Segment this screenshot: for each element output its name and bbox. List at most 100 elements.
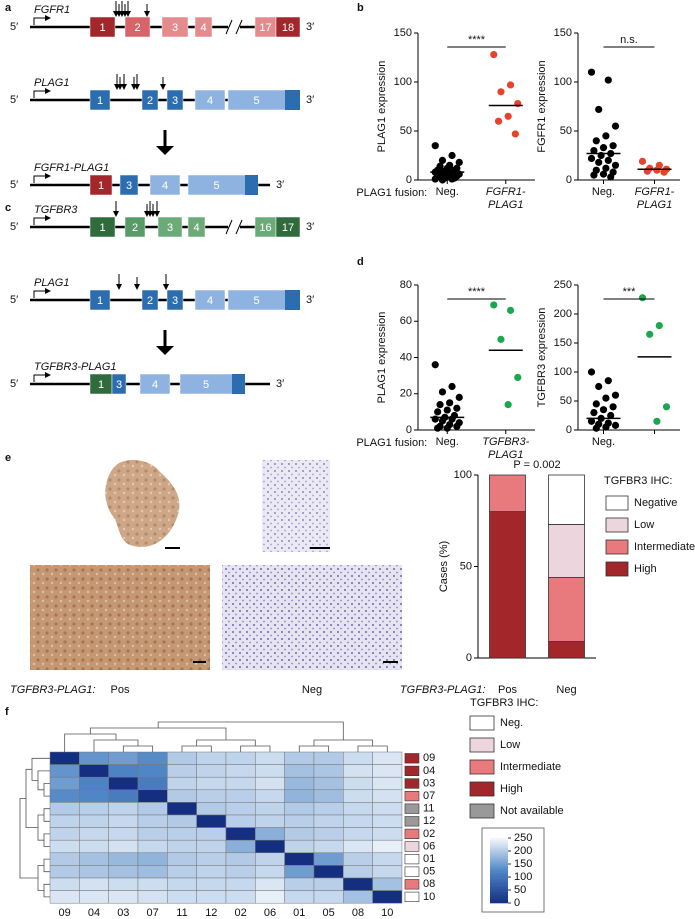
fusion-arrow-head	[156, 146, 174, 155]
x-tick-label: Neg.	[591, 436, 616, 448]
heatmap-cell	[225, 877, 256, 891]
colorbar-step	[490, 878, 508, 881]
data-point	[604, 156, 612, 164]
row-dendrogram	[43, 833, 50, 847]
y-tick-label: 200	[554, 308, 572, 320]
data-point	[438, 176, 447, 184]
heatmap-cell	[167, 865, 197, 879]
row-annotation	[404, 765, 420, 776]
column-label: 05	[323, 907, 335, 919]
gene-name: PLAG1	[34, 77, 69, 89]
colorbar-step	[490, 883, 508, 886]
heatmap-cell	[313, 789, 344, 803]
data-point	[653, 166, 661, 174]
colorbar-step	[490, 841, 508, 844]
row-label: 10	[423, 891, 435, 903]
heatmap-cell	[313, 852, 344, 866]
colorbar-step	[490, 864, 508, 866]
panel-label: f	[5, 706, 9, 718]
heatmap-cell	[255, 789, 285, 803]
heatmap-cell	[167, 751, 197, 765]
heatmap-cell	[225, 764, 256, 778]
heatmap-cell	[343, 877, 373, 891]
data-point	[607, 173, 615, 181]
exon	[157, 216, 183, 238]
colorbar-step	[490, 838, 508, 840]
data-point	[506, 81, 515, 89]
data-point	[431, 361, 439, 369]
column-label: 07	[147, 907, 159, 919]
exon	[89, 174, 113, 196]
row-dendrogram	[43, 808, 50, 822]
data-point	[431, 175, 439, 183]
heatmap-cell	[225, 890, 256, 904]
column-dendrogram	[64, 733, 117, 752]
three-prime: 3′	[306, 294, 314, 306]
exon-label: 1	[99, 222, 105, 234]
significance-label: ****	[468, 286, 486, 298]
row-label: 05	[423, 866, 435, 878]
row-label: 06	[423, 840, 435, 852]
exon	[187, 216, 206, 238]
data-point	[434, 408, 442, 416]
exon-label: 2	[147, 295, 153, 307]
colorbar-step	[490, 865, 508, 868]
data-point	[638, 157, 647, 165]
row-dendrogram	[37, 865, 44, 891]
row-annotation	[404, 816, 420, 827]
exon-label: 5	[253, 295, 259, 307]
heatmap-cell	[284, 865, 315, 879]
significance-label: ***	[623, 286, 637, 298]
exon-label: 2	[147, 95, 153, 107]
row-dendrogram	[43, 858, 50, 873]
data-point	[595, 105, 603, 114]
exon	[149, 174, 181, 196]
promoter-arrow	[33, 15, 51, 25]
data-point	[511, 130, 519, 138]
row-annotation	[404, 753, 420, 764]
exon	[166, 289, 184, 311]
heatmap-cell	[255, 877, 285, 891]
heatmap-cell	[225, 789, 256, 803]
panel-label: b	[357, 2, 364, 14]
column-label: 12	[205, 907, 217, 919]
heatmap-cell	[49, 764, 80, 778]
data-point	[604, 76, 612, 84]
heatmap-cell	[137, 764, 168, 778]
heatmap-cell	[167, 877, 197, 891]
exon-label: 5	[213, 180, 219, 192]
y-tick-label: 50	[400, 125, 412, 137]
exon	[194, 89, 226, 111]
legend-swatch	[469, 803, 495, 819]
five-prime: 5′	[10, 294, 18, 306]
y-tick-label: 50	[560, 395, 572, 407]
colorbar-step	[490, 854, 508, 857]
exon-utr	[232, 374, 245, 394]
exon	[119, 174, 139, 196]
heatmap-cell	[108, 852, 139, 866]
data-point	[443, 424, 451, 432]
colorbar-step	[490, 860, 508, 863]
tissue-thumbnail	[262, 460, 330, 552]
legend-swatch	[605, 517, 629, 533]
exon-label: 1	[97, 95, 103, 107]
bar-segment	[548, 577, 585, 642]
heatmap-cell	[108, 776, 139, 791]
y-tick-label: 60	[400, 315, 412, 327]
data-point	[611, 421, 620, 429]
legend-title: TGFBR3 IHC:	[470, 697, 538, 709]
exon-label: 18	[282, 22, 294, 34]
colorbar-step	[490, 901, 508, 904]
heatmap-cell	[137, 890, 168, 904]
heatmap-cell	[167, 764, 197, 778]
heatmap-cell	[313, 814, 344, 828]
y-axis-label: FGFR1 expression	[536, 60, 548, 152]
colorbar-step	[490, 855, 508, 858]
heatmap-cell	[313, 827, 344, 841]
y-axis-label: Cases (%)	[438, 541, 450, 592]
column-dendrogram	[357, 745, 388, 752]
heatmap-cell	[225, 814, 256, 828]
heatmap-cell	[343, 839, 373, 854]
row-label: 01	[423, 853, 435, 865]
exon-label: 4	[152, 379, 158, 391]
